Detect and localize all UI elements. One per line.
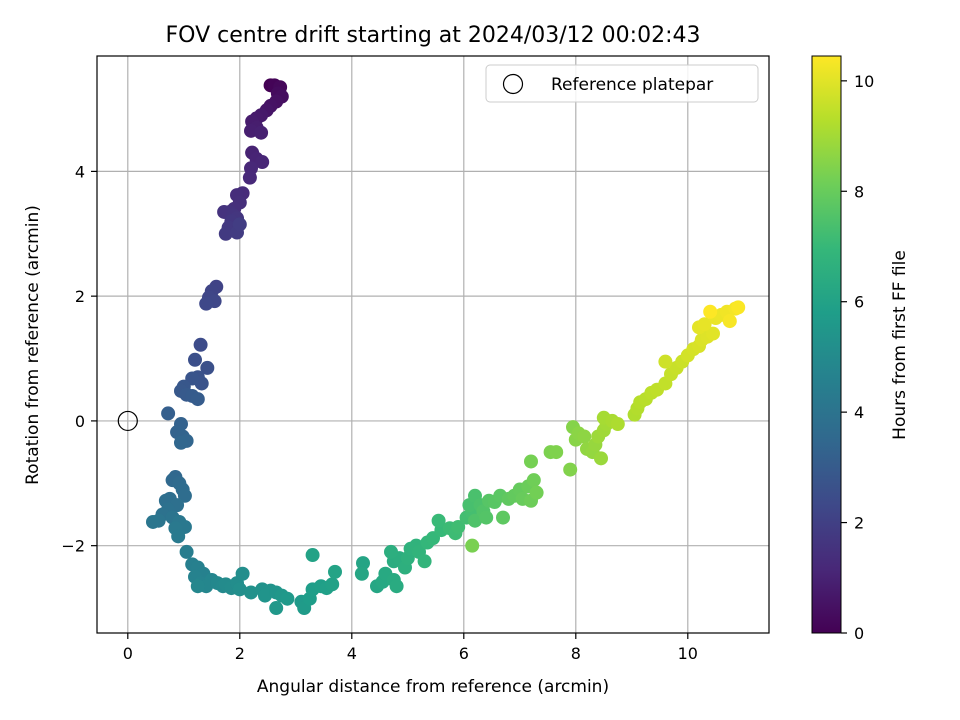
reference-layer (117, 410, 138, 432)
colorbar-axis: 0 2 4 6 8 10 (841, 72, 874, 643)
data-point (354, 566, 369, 581)
colorbar-tick-label: 6 (854, 293, 864, 312)
data-point (325, 577, 340, 592)
legend-label-reference: Reference platepar (551, 75, 713, 95)
y-axis: −2 0 2 4 (61, 162, 97, 556)
data-point (193, 337, 208, 352)
legend-marker-reference (502, 73, 524, 95)
data-point (384, 544, 398, 559)
x-tick-label: 10 (678, 644, 698, 663)
data-point (244, 585, 258, 600)
data-point (242, 170, 257, 185)
x-tick-label: 2 (235, 644, 245, 663)
data-point (146, 514, 160, 529)
data-point (235, 566, 250, 581)
data-point (465, 538, 480, 553)
data-point (706, 326, 720, 341)
data-point (451, 519, 466, 534)
plot-frame (96, 55, 770, 634)
data-point (171, 529, 186, 544)
data-point (218, 226, 233, 241)
data-point (431, 513, 446, 528)
data-point (258, 588, 272, 603)
points-layer (146, 78, 746, 616)
data-point (594, 451, 608, 466)
x-tick-label: 8 (571, 644, 581, 663)
data-point (722, 314, 737, 329)
x-axis: 0 2 4 6 8 10 (123, 633, 698, 663)
data-point (563, 462, 578, 477)
chart-title: FOV centre drift starting at 2024/03/12 … (166, 23, 701, 48)
data-point (731, 300, 746, 315)
data-point (232, 217, 247, 232)
x-axis-label: Angular distance from reference (arcmin) (257, 677, 609, 697)
data-point (190, 392, 205, 407)
data-point (389, 579, 404, 594)
data-point (610, 417, 625, 432)
x-tick-label: 6 (459, 644, 469, 663)
data-point (526, 473, 541, 488)
colorbar-tick-label: 0 (854, 624, 864, 643)
data-point (479, 510, 494, 525)
reference-marker (117, 410, 138, 432)
colorbar (811, 55, 842, 634)
y-tick-label: 0 (75, 412, 85, 431)
data-point (280, 591, 295, 606)
data-point (658, 354, 673, 369)
data-point (161, 406, 176, 421)
data-point (328, 564, 342, 579)
data-point (305, 548, 320, 563)
data-point (549, 445, 564, 460)
x-tick-label: 4 (347, 644, 357, 663)
legend-box (485, 64, 759, 103)
colorbar-tick-label: 2 (854, 514, 864, 533)
data-point (468, 513, 482, 528)
y-tick-label: 2 (75, 287, 85, 306)
data-point (269, 601, 284, 616)
colorbar-label: Hours from first FF file (890, 250, 910, 440)
data-point (177, 488, 192, 503)
data-point (179, 544, 194, 559)
y-axis-label: Rotation from reference (arcmin) (23, 205, 43, 485)
data-point (254, 125, 269, 140)
data-point (417, 554, 432, 569)
colorbar-tick-label: 10 (854, 72, 874, 91)
data-point (697, 317, 712, 332)
colorbar-tick-label: 8 (854, 182, 864, 201)
legend: Reference platepar (485, 64, 759, 103)
data-point (174, 435, 188, 450)
colorbar-tick-label: 4 (854, 403, 864, 422)
data-point (703, 304, 718, 319)
data-point (188, 352, 202, 367)
data-point (255, 155, 270, 170)
data-point (577, 429, 592, 444)
data-point (524, 454, 538, 469)
data-point (190, 579, 205, 594)
data-point (200, 360, 215, 375)
x-tick-label: 0 (123, 644, 133, 663)
data-point (496, 510, 510, 525)
y-tick-label: 4 (75, 162, 85, 181)
data-point (356, 556, 370, 571)
data-point (529, 485, 544, 500)
data-point (232, 582, 247, 597)
y-tick-label: −2 (61, 537, 85, 556)
data-point (199, 296, 214, 311)
